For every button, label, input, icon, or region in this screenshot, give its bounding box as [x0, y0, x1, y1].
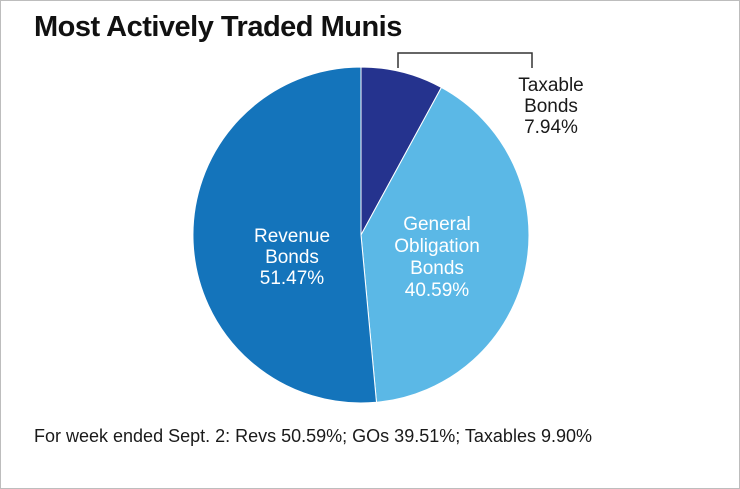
slice-label-general-obligation-bonds: General Obligation Bonds 40.59%	[394, 214, 480, 301]
slice-label-taxable-bonds: Taxable Bonds 7.94%	[518, 75, 584, 138]
footnote: For week ended Sept. 2: Revs 50.59%; GOs…	[34, 426, 592, 446]
pie-slice-general-obligation-bonds	[360, 86, 530, 403]
pie-slice-revenue-bonds	[192, 66, 378, 404]
slice-labels: Taxable Bonds 7.94% General Obligation Bonds 4…	[254, 75, 584, 301]
taxable-leader-line	[397, 52, 533, 68]
slice-label-revenue-bonds: Revenue Bonds 51.47%	[254, 226, 330, 289]
pie-slices	[192, 66, 530, 404]
chart-title: Most Actively Traded Munis	[34, 11, 402, 43]
